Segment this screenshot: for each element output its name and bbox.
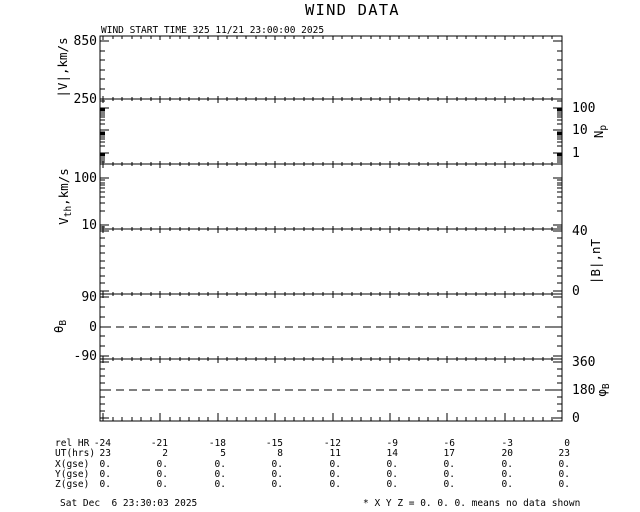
table-cell: 0.: [502, 469, 513, 480]
table-cell: 0.: [330, 479, 341, 490]
table-cell: 5: [220, 448, 226, 459]
axis-title-proton-density: Np: [591, 125, 609, 139]
table-cell: 0.: [272, 479, 283, 490]
table-cell: 0.: [272, 469, 283, 480]
table-cell: 0.: [215, 469, 226, 480]
table-cell: -12: [324, 438, 341, 449]
table-cell: 0.: [444, 459, 455, 470]
y-tick-label: 0: [572, 411, 580, 426]
table-cell: 23: [100, 448, 111, 459]
timestamp-footer: Sat Dec 6 23:30:03 2025: [60, 498, 197, 509]
table-cell: 0.: [100, 479, 111, 490]
table-cell: 0.: [330, 469, 341, 480]
table-cell: 0.: [559, 469, 570, 480]
table-cell: 23: [559, 448, 570, 459]
y-tick-label: 180: [572, 383, 595, 398]
y-tick-label: 0: [572, 284, 580, 299]
axis-title-flow-speed: |V|,km/s: [55, 37, 70, 97]
table-row-label: rel HR: [55, 438, 90, 449]
table-cell: -15: [266, 438, 283, 449]
table-cell: 0.: [444, 479, 455, 490]
table-cell: 0.: [100, 469, 111, 480]
table-cell: 0.: [272, 459, 283, 470]
y-tick-label: 1: [572, 146, 580, 161]
y-tick-label: 0: [89, 320, 97, 335]
table-cell: 0.: [387, 469, 398, 480]
table-cell: -21: [151, 438, 168, 449]
table-cell: 0.: [444, 469, 455, 480]
table-cell: 0.: [502, 459, 513, 470]
table-cell: -18: [209, 438, 226, 449]
table-cell: 0.: [157, 479, 168, 490]
table-cell: 20: [502, 448, 514, 459]
table-cell: 0.: [559, 459, 570, 470]
table-cell: 14: [387, 448, 399, 459]
y-tick-label: 10: [572, 123, 588, 138]
plot-area: 850250|V|,km/s100101Np10010Vth,km/s400|B…: [51, 34, 612, 490]
y-tick-label: 360: [572, 355, 595, 370]
table-cell: -6: [444, 438, 456, 449]
table-cell: 0: [564, 438, 570, 449]
y-tick-label: 90: [81, 290, 97, 305]
table-row-label: UT(hrs): [55, 448, 95, 459]
table-cell: 0.: [100, 459, 111, 470]
axis-title-theta-b: θB: [51, 320, 69, 334]
y-tick-label: 100: [572, 101, 595, 116]
table-cell: 0.: [502, 479, 513, 490]
table-cell: 0.: [330, 459, 341, 470]
table-cell: -3: [502, 438, 513, 449]
table-cell: 0.: [157, 459, 168, 470]
y-tick-label: 40: [572, 224, 588, 239]
y-tick-label: 250: [74, 92, 97, 107]
start-time-label: WIND START TIME 325 11/21 23:00:00 2025: [101, 25, 324, 36]
table-cell: 17: [444, 448, 455, 459]
axis-title-thermal-speed: Vth,km/s: [56, 168, 74, 225]
table-cell: 0.: [157, 469, 168, 480]
table-cell: 11: [330, 448, 342, 459]
table-cell: 0.: [387, 459, 398, 470]
table-cell: 2: [162, 448, 168, 459]
page-title: WIND DATA: [305, 1, 400, 19]
table-row-label: X(gse): [55, 459, 89, 470]
table-cell: 0.: [387, 479, 398, 490]
y-tick-label: 10: [81, 218, 97, 233]
table-cell: 0.: [215, 459, 226, 470]
axis-title-field-magnitude: |B|,nT: [588, 238, 603, 284]
table-cell: -24: [94, 438, 111, 449]
axis-title-phi-b: φB: [594, 383, 612, 397]
no-data-note: * X Y Z = 0. 0. 0. means no data shown: [363, 498, 580, 509]
table-cell: 0.: [559, 479, 570, 490]
y-tick-label: 850: [74, 34, 97, 49]
table-cell: -9: [387, 438, 399, 449]
table-row-label: Y(gse): [55, 469, 89, 480]
y-tick-label: 100: [74, 171, 97, 186]
table-cell: 0.: [215, 479, 226, 490]
table-row-label: Z(gse): [55, 479, 89, 490]
y-tick-label: -90: [74, 349, 97, 364]
table-cell: 8: [277, 448, 283, 459]
